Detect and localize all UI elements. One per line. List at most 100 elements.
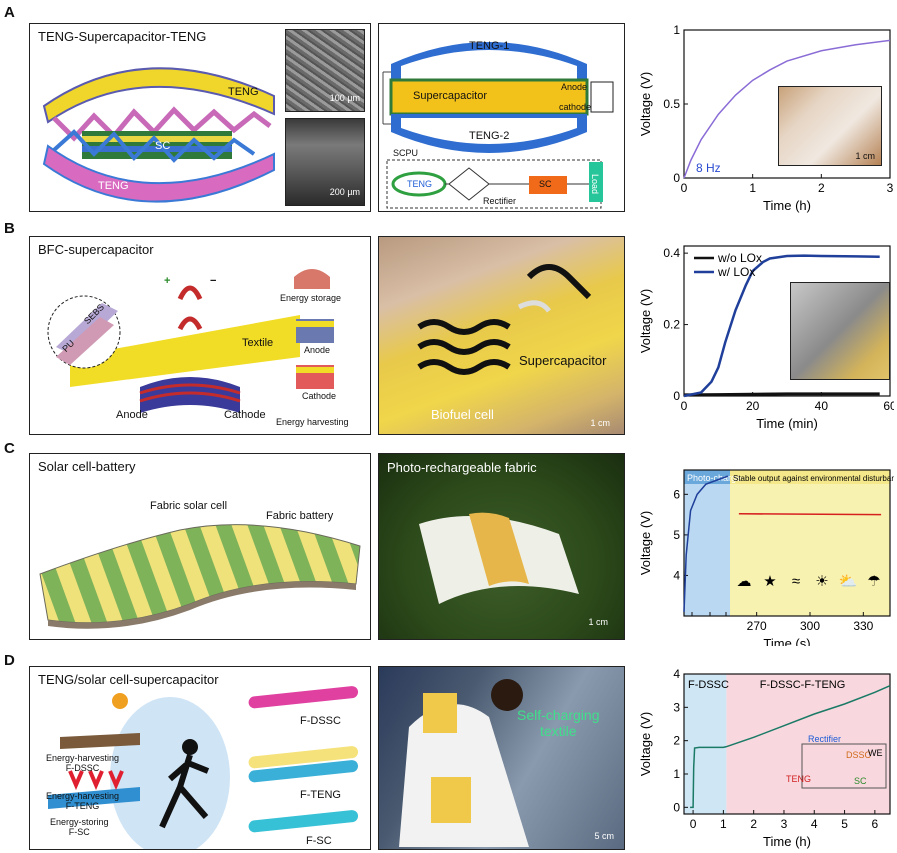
f-dssc-label: F-DSSC [300, 715, 341, 727]
schem-anode: Anode [561, 82, 588, 92]
anode-label: Anode [116, 409, 148, 421]
circuit-sc: SC [854, 776, 867, 786]
photo-c-scale: 1 cm [588, 617, 608, 627]
plot-frame [683, 245, 891, 397]
chart-b-inset-photo [790, 282, 890, 380]
y-tick-label: 4 [673, 667, 680, 681]
panel-a-schematic: TENG-1 Supercapacitor TENG-2 Anode catho… [378, 23, 625, 212]
photo-biofuel-label: Biofuel cell [431, 407, 494, 422]
panel-d-title: TENG/solar cell-supercapacitor [38, 672, 219, 687]
voltage-curve [683, 39, 891, 179]
phase1-banner [684, 470, 730, 484]
stable-phase-bg [730, 470, 890, 616]
panel-d-photo: Self-charging textile 5 cm [378, 666, 625, 850]
x-tick-label: 0 [690, 817, 697, 831]
rain-icon: ☂ [867, 573, 880, 590]
circuit-box [801, 743, 887, 789]
charge-phase-bg [684, 470, 730, 616]
panel-c-device: Solar cell-battery Fabric solar cell Fab… [29, 453, 371, 640]
chart-b: Time (min) Voltage (V) 0 20 40 60 0 0.2 0.4 w/o L… [638, 245, 894, 431]
chart-d: F-DSSC F-DSSC-F-TENG Time (h) Voltage (V) 0 1… [638, 667, 891, 849]
circ-load-label: Load [590, 174, 600, 195]
row-letter-d: D [4, 652, 15, 669]
biofuel-cell-pattern [417, 264, 592, 375]
phase2-banner [730, 470, 890, 484]
photo-supercapacitor-label: Supercapacitor [519, 353, 607, 368]
y-tick-label: 6 [673, 487, 680, 501]
panel-a-device: TENG-Supercapacitor-TENG SC TENG TENG 10… [29, 23, 371, 212]
y-tick-label: 5 [673, 528, 680, 542]
storm-icon: ☁ [737, 573, 752, 590]
schematic-diagram [382, 42, 614, 209]
y-tick-label: 0.2 [663, 318, 680, 332]
x-tick-label: 300 [800, 619, 820, 633]
fabric-solar-label: Fabric solar cell [150, 500, 228, 512]
circ-teng-label: TENG [407, 179, 433, 189]
chart-a-inset-scale: 1 cm [855, 151, 875, 161]
self-charging-person [399, 679, 529, 847]
y-axis-label: Voltage (V) [638, 511, 653, 575]
photo-b-scale: 1 cm [590, 418, 610, 428]
panel-c-photo: Photo-rechargeable fabric 1 cm [378, 453, 625, 640]
eh-dssc-label: Energy-harvesting F-DSSC [46, 753, 120, 773]
eh-teng-label: Energy-harvesting F-TENG [46, 791, 120, 811]
phase1-label: F-DSSC [688, 679, 729, 691]
circuit-dssc: DSSC [846, 750, 872, 760]
energy-storage-label: Energy storage [280, 293, 342, 303]
x-tick-label: 1 [720, 817, 727, 831]
y-tick-label: 0.5 [663, 97, 680, 111]
x-axis-label: Time (h) [763, 198, 811, 213]
dssc-phase-bg [684, 674, 727, 814]
schem-teng2: TENG-2 [469, 130, 510, 142]
circ-sc-label: SC [539, 179, 552, 189]
teng-top-label: TENG [228, 86, 259, 98]
legend-label-1: w/ LOx [717, 265, 755, 279]
sc-label: SC [155, 140, 171, 152]
panel-b-device: BFC-supercapacitor + − SEBS PU Textile A… [29, 236, 371, 435]
circuit-rectifier: Rectifier [808, 734, 841, 744]
x-tick-label: 6 [872, 817, 879, 831]
phase2-label: F-DSSC-F-TENG [760, 679, 846, 691]
plot-frame [683, 673, 891, 815]
y-tick-label: 0.4 [663, 246, 680, 260]
schem-supercapacitor: Supercapacitor [413, 90, 487, 102]
sem-scale-top: 100 µm [329, 93, 360, 103]
x-tick-label: 5 [841, 817, 848, 831]
panel-c-title: Solar cell-battery [38, 459, 136, 474]
circuit-we: WE [868, 748, 883, 758]
y-tick-label: 0 [673, 171, 680, 185]
photo-d-label: Self-charging textile [517, 707, 600, 739]
photo-d-scale: 5 cm [594, 831, 614, 841]
photo-c-title: Photo-rechargeable fabric [387, 460, 537, 475]
rechargeable-fabric [419, 512, 579, 604]
row-letter-b: B [4, 220, 15, 237]
wind-icon: ≈ [792, 573, 800, 590]
f-teng-label: F-TENG [300, 789, 341, 801]
row-letter-a: A [4, 4, 15, 21]
teng-solar-illustration [48, 686, 359, 849]
y-tick-label: 0 [673, 389, 680, 403]
stable-curve [738, 513, 882, 516]
plot-frame [683, 469, 891, 617]
sun-icon: ☀ [815, 573, 828, 590]
side-cathode-label: Cathode [302, 391, 337, 401]
teng-bottom-label: TENG [98, 180, 129, 192]
cathode-label: Cathode [224, 409, 266, 421]
panel-b-photo: Supercapacitor Biofuel cell 1 cm [378, 236, 625, 435]
y-axis-label: Voltage (V) [638, 289, 653, 353]
schem-teng1: TENG-1 [469, 40, 510, 52]
phase2-label: Stable output against environmental dist… [733, 474, 894, 483]
y-axis-label: Voltage (V) [638, 712, 653, 776]
y-tick-label: 3 [673, 700, 680, 714]
textile-label: Textile [242, 337, 274, 349]
y-tick-label: 4 [673, 568, 680, 582]
x-tick-label: 40 [815, 399, 829, 413]
runner-icon: ★ [763, 573, 776, 590]
schem-cathode: cathode [559, 102, 592, 112]
es-sc-label: Energy-storing F-SC [50, 817, 109, 837]
frequency-annotation: 8 Hz [696, 161, 721, 175]
teng-sc-teng-illustration [42, 67, 275, 203]
bfc-illustration [47, 269, 334, 413]
chart-a-inset-photo: 1 cm [778, 86, 882, 166]
x-tick-label: 4 [811, 817, 818, 831]
